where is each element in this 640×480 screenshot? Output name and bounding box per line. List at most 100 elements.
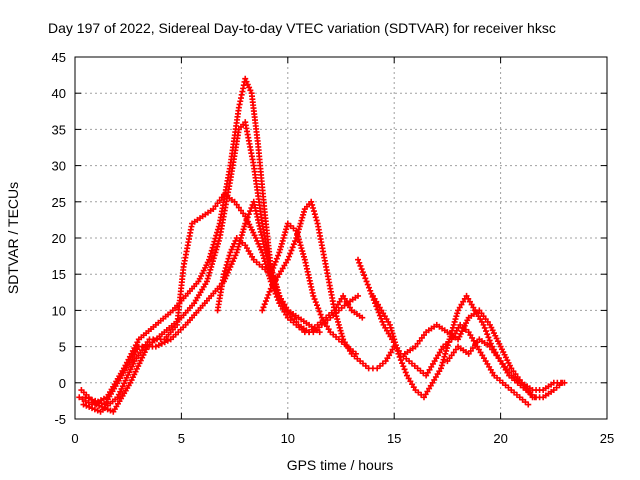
data-point: [290, 241, 297, 248]
data-point: [273, 255, 280, 262]
data-point: [300, 211, 307, 218]
data-point: [210, 255, 217, 262]
data-point: [317, 311, 324, 318]
data-point: [267, 271, 274, 278]
data-point: [363, 278, 370, 285]
data-point: [214, 243, 221, 250]
data-point: [283, 226, 290, 233]
data-point: [315, 305, 322, 312]
data-point: [287, 250, 294, 257]
y-tick-label: 5: [59, 340, 66, 355]
data-point: [396, 353, 403, 360]
data-point: [393, 345, 400, 352]
data-point: [247, 208, 254, 215]
data-point: [280, 235, 287, 241]
data-point: [284, 256, 291, 263]
data-point: [365, 284, 372, 291]
data-point: [449, 324, 456, 331]
data-point: [215, 237, 222, 244]
data-point: [92, 397, 99, 404]
data-point: [402, 369, 409, 376]
data-point: [335, 318, 342, 325]
data-point: [240, 226, 247, 233]
data-point: [362, 275, 369, 282]
data-point: [266, 288, 273, 295]
data-point: [238, 232, 245, 239]
data-point: [98, 400, 105, 407]
data-point: [95, 399, 102, 406]
data-point: [311, 296, 318, 303]
data-point: [454, 310, 461, 317]
data-point: [275, 289, 282, 296]
data-point: [400, 363, 407, 370]
data-point: [480, 321, 487, 328]
data-point: [79, 396, 86, 403]
data-point: [379, 318, 386, 325]
data-point: [296, 223, 303, 230]
data-point: [367, 287, 374, 294]
y-tick-label: 45: [52, 50, 66, 65]
data-point: [243, 217, 250, 224]
data-point: [208, 263, 215, 270]
data-point: [297, 242, 304, 249]
data-marks: [76, 75, 568, 415]
y-axis-label: SDTVAR / TECUs: [5, 182, 21, 294]
data-point: [450, 321, 457, 328]
data-point: [561, 379, 568, 386]
data-point: [361, 272, 368, 279]
data-point: [268, 268, 275, 275]
data-point: [395, 350, 402, 357]
data-point: [221, 268, 228, 275]
data-point: [224, 258, 231, 265]
data-point: [387, 324, 394, 331]
data-point: [277, 246, 284, 253]
series-arc-8: [369, 292, 538, 401]
data-point: [213, 246, 220, 253]
data-point: [445, 339, 452, 346]
y-tick-label: 15: [52, 267, 66, 282]
x-tick-label: 5: [178, 431, 185, 446]
data-point: [239, 229, 246, 236]
data-point: [449, 327, 456, 334]
data-point: [264, 294, 271, 301]
data-point: [265, 291, 272, 298]
series-arc-6: [259, 198, 398, 372]
data-point: [206, 253, 213, 260]
data-point: [394, 347, 401, 354]
data-point: [388, 327, 395, 334]
series-arc-10: [444, 336, 568, 394]
data-point: [272, 283, 279, 290]
data-point: [337, 327, 344, 334]
data-point: [203, 278, 210, 285]
series-arc-2: [78, 119, 323, 415]
data-point: [299, 248, 306, 255]
data-point: [278, 240, 285, 247]
data-point: [334, 316, 341, 323]
data-point: [299, 214, 306, 221]
data-point: [392, 339, 399, 346]
data-point: [310, 205, 317, 212]
data-point: [481, 324, 488, 331]
y-tick-label: 35: [52, 122, 66, 137]
data-point: [309, 201, 316, 208]
y-tick-label: 20: [52, 231, 66, 246]
data-point: [210, 241, 217, 248]
data-point: [206, 269, 213, 276]
data-point: [311, 211, 318, 218]
data-point: [451, 318, 458, 325]
data-point: [438, 365, 445, 372]
series-arc-4: [82, 198, 366, 408]
data-point: [438, 362, 445, 369]
data-point: [209, 244, 216, 251]
data-point: [312, 299, 319, 306]
data-point: [338, 330, 345, 337]
data-point: [215, 240, 222, 247]
data-point: [225, 255, 232, 262]
data-point: [288, 247, 295, 254]
data-point: [295, 226, 302, 233]
data-point: [355, 292, 362, 299]
data-point: [226, 252, 233, 259]
data-point: [310, 208, 317, 215]
y-tick-label: 25: [52, 195, 66, 210]
